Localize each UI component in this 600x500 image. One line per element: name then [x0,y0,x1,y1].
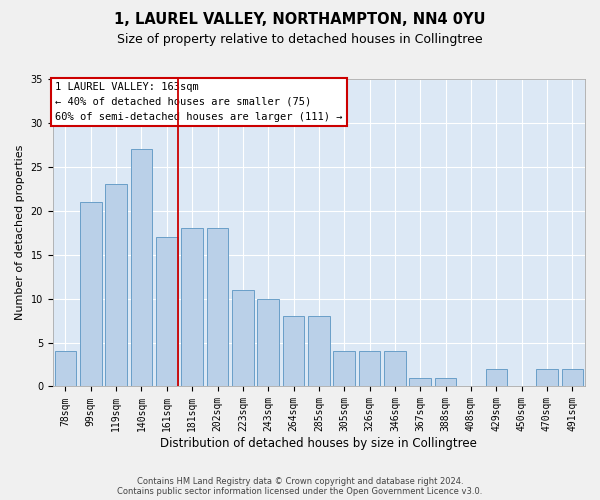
Bar [409,378,431,386]
Bar [257,298,279,386]
Bar [562,369,583,386]
Bar [536,369,558,386]
Bar [435,378,457,386]
Bar [55,352,76,386]
Text: 1 LAUREL VALLEY: 163sqm
← 40% of detached houses are smaller (75)
60% of semi-de: 1 LAUREL VALLEY: 163sqm ← 40% of detache… [55,82,343,122]
Bar [181,228,203,386]
Bar [80,202,101,386]
Y-axis label: Number of detached properties: Number of detached properties [15,145,25,320]
Bar [359,352,380,386]
Text: Contains HM Land Registry data © Crown copyright and database right 2024.: Contains HM Land Registry data © Crown c… [137,476,463,486]
Bar [232,290,254,386]
Bar [384,352,406,386]
Bar [156,237,178,386]
Text: 1, LAUREL VALLEY, NORTHAMPTON, NN4 0YU: 1, LAUREL VALLEY, NORTHAMPTON, NN4 0YU [114,12,486,28]
Bar [207,228,228,386]
Text: Contains public sector information licensed under the Open Government Licence v3: Contains public sector information licen… [118,486,482,496]
Bar [131,150,152,386]
Bar [283,316,304,386]
Bar [308,316,329,386]
Bar [334,352,355,386]
Bar [106,184,127,386]
Text: Size of property relative to detached houses in Collingtree: Size of property relative to detached ho… [117,32,483,46]
X-axis label: Distribution of detached houses by size in Collingtree: Distribution of detached houses by size … [160,437,478,450]
Bar [485,369,507,386]
